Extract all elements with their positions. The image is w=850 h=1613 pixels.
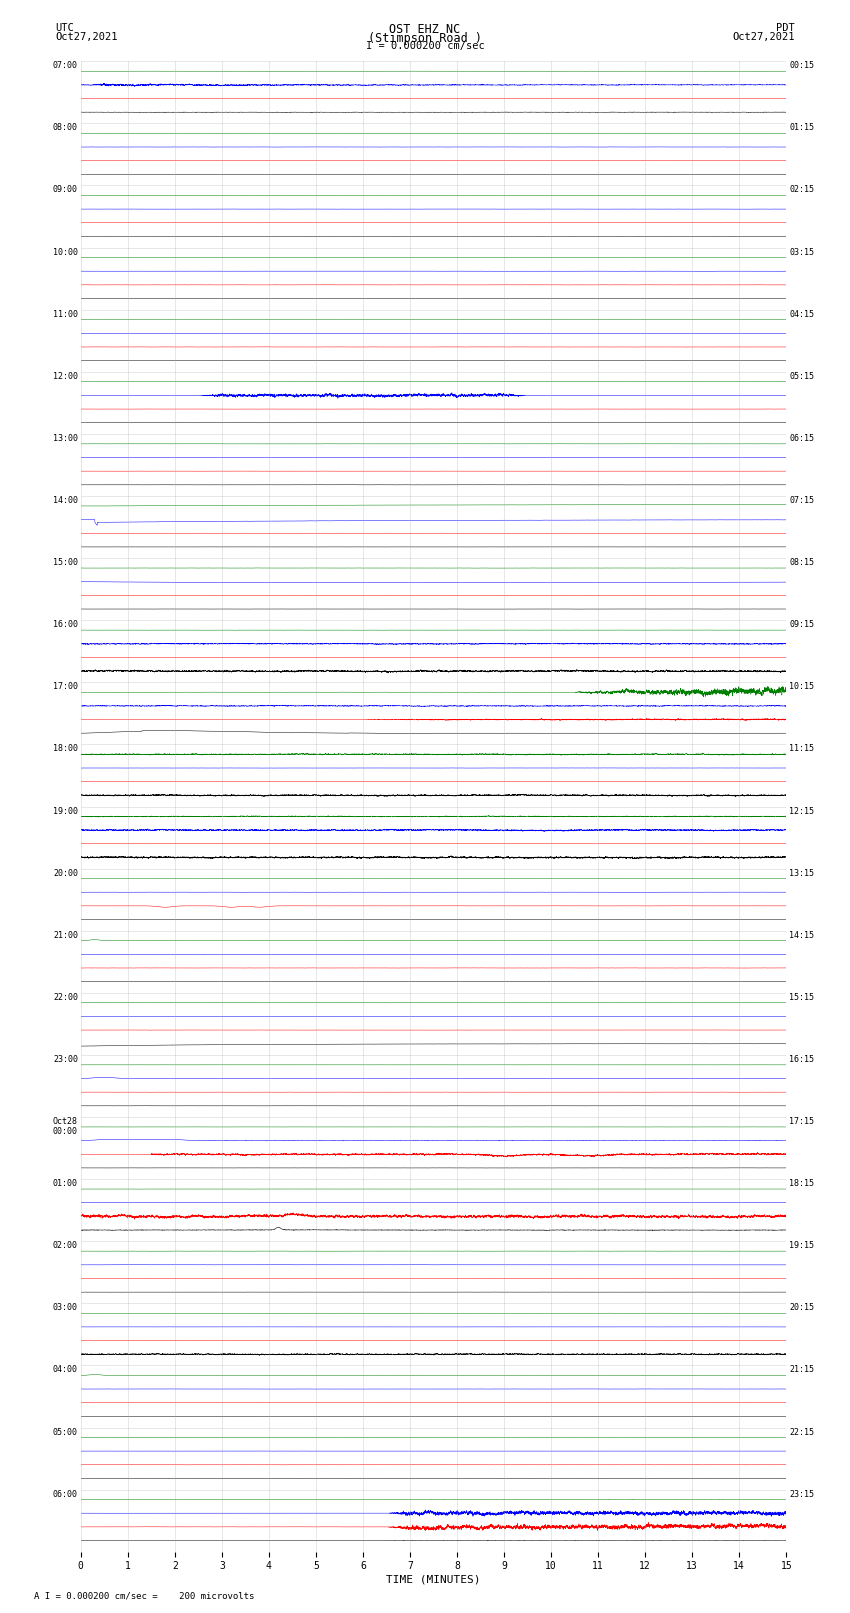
Text: PDT: PDT: [776, 24, 795, 34]
Text: UTC: UTC: [55, 24, 74, 34]
X-axis label: TIME (MINUTES): TIME (MINUTES): [386, 1574, 481, 1584]
Text: I = 0.000200 cm/sec: I = 0.000200 cm/sec: [366, 40, 484, 52]
Text: Oct27,2021: Oct27,2021: [732, 32, 795, 42]
Text: (Stimpson Road ): (Stimpson Road ): [368, 32, 482, 45]
Text: A I = 0.000200 cm/sec =    200 microvolts: A I = 0.000200 cm/sec = 200 microvolts: [34, 1590, 254, 1600]
Text: Oct27,2021: Oct27,2021: [55, 32, 118, 42]
Text: OST EHZ NC: OST EHZ NC: [389, 24, 461, 37]
